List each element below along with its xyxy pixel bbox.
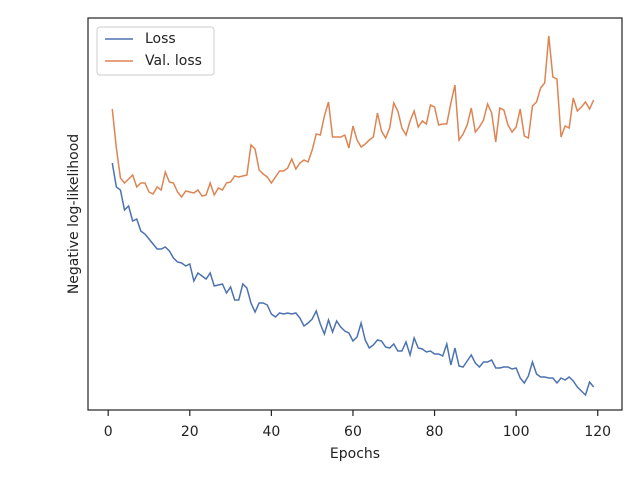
x-tick-label: 120 [584, 424, 611, 440]
line-series [111, 162, 595, 397]
x-tick-label: 100 [503, 424, 530, 440]
x-tick-label: 40 [262, 424, 280, 440]
axes-frame [87, 17, 623, 411]
legend-label: Loss [145, 31, 176, 47]
x-tick-label: 60 [344, 424, 362, 440]
x-axis-label: Epochs [330, 446, 380, 462]
y-axis-label: Negative log-likelihood [66, 134, 82, 294]
legend-label: Val. loss [145, 53, 202, 69]
x-tick-label: 20 [181, 424, 199, 440]
x-tick-label: 0 [104, 424, 113, 440]
x-tick-label: 80 [426, 424, 444, 440]
line-series [111, 35, 595, 199]
